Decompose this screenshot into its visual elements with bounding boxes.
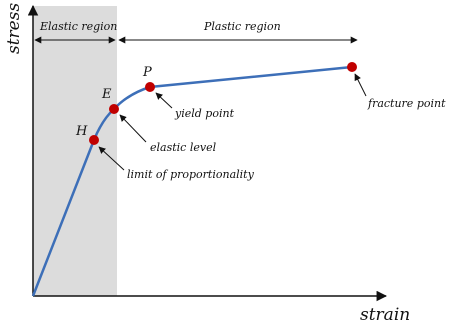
- point: [89, 135, 99, 145]
- y-axis-title: stress: [4, 3, 24, 54]
- annotation: yield point: [174, 107, 235, 120]
- region-label: Plastic region: [203, 20, 281, 33]
- point: [347, 62, 357, 72]
- annotation-arrow: [119, 114, 147, 143]
- annotation: elastic level: [150, 141, 217, 154]
- x-axis-title: strain: [360, 305, 410, 325]
- elastic-shade: [33, 6, 117, 296]
- point: [109, 104, 119, 114]
- point: [145, 82, 155, 92]
- point-label: H: [75, 124, 88, 139]
- annotation-arrow: [354, 73, 367, 97]
- annotation: limit of proportionality: [127, 168, 255, 181]
- annotation-arrow: [98, 146, 125, 171]
- annotation: fracture point: [367, 97, 446, 110]
- point-label: P: [142, 65, 152, 80]
- region-label: Elastic region: [39, 20, 117, 33]
- annotation-arrow: [155, 92, 173, 109]
- point-label: E: [101, 87, 112, 102]
